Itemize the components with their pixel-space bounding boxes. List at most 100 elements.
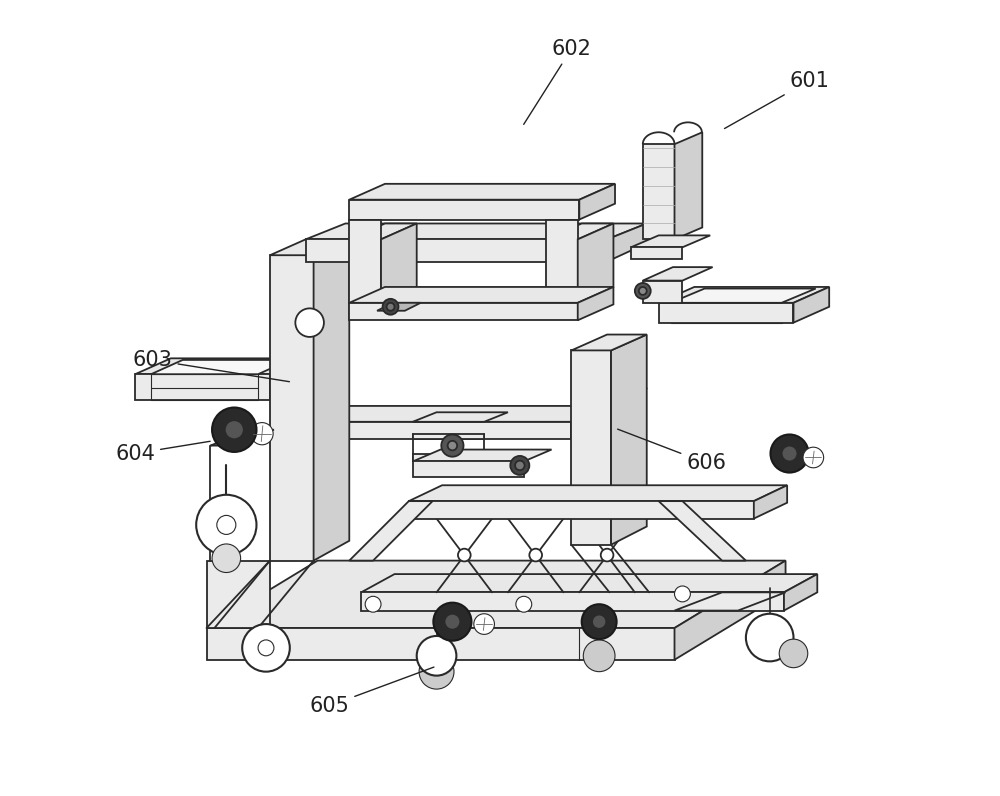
Polygon shape xyxy=(546,224,613,240)
Polygon shape xyxy=(135,358,306,374)
Text: 602: 602 xyxy=(524,39,591,124)
Polygon shape xyxy=(270,256,314,560)
Polygon shape xyxy=(578,287,613,320)
Polygon shape xyxy=(349,200,579,220)
Polygon shape xyxy=(413,434,484,439)
Circle shape xyxy=(212,544,241,572)
Polygon shape xyxy=(671,288,816,302)
Polygon shape xyxy=(413,412,508,422)
Polygon shape xyxy=(675,132,702,240)
Polygon shape xyxy=(349,302,578,320)
Polygon shape xyxy=(270,240,349,256)
Polygon shape xyxy=(571,350,611,544)
Circle shape xyxy=(515,461,525,470)
Circle shape xyxy=(448,441,457,451)
Polygon shape xyxy=(754,486,787,518)
Polygon shape xyxy=(306,224,647,240)
Circle shape xyxy=(444,614,460,630)
Circle shape xyxy=(295,308,324,337)
Polygon shape xyxy=(675,592,786,611)
Circle shape xyxy=(675,586,690,602)
Text: 601: 601 xyxy=(725,71,829,128)
Circle shape xyxy=(258,640,274,656)
Circle shape xyxy=(582,604,617,639)
Circle shape xyxy=(635,283,651,298)
Circle shape xyxy=(365,596,381,612)
Polygon shape xyxy=(413,462,524,478)
Polygon shape xyxy=(611,334,647,544)
Text: 605: 605 xyxy=(310,667,434,716)
Text: 604: 604 xyxy=(115,441,210,463)
Polygon shape xyxy=(571,334,647,350)
Polygon shape xyxy=(270,358,306,400)
Polygon shape xyxy=(210,430,274,446)
Circle shape xyxy=(419,654,454,689)
Polygon shape xyxy=(349,501,433,560)
Circle shape xyxy=(516,596,532,612)
Circle shape xyxy=(196,495,256,555)
Polygon shape xyxy=(579,184,615,220)
Circle shape xyxy=(433,603,471,641)
Polygon shape xyxy=(151,360,290,374)
Polygon shape xyxy=(631,236,710,248)
Polygon shape xyxy=(571,406,611,439)
Circle shape xyxy=(441,435,464,457)
Polygon shape xyxy=(659,302,793,322)
Circle shape xyxy=(529,548,542,561)
Circle shape xyxy=(779,639,808,668)
Circle shape xyxy=(583,640,615,672)
Polygon shape xyxy=(207,560,786,628)
Polygon shape xyxy=(361,592,784,611)
Circle shape xyxy=(242,624,290,672)
Circle shape xyxy=(510,456,529,475)
Polygon shape xyxy=(631,248,682,259)
Polygon shape xyxy=(643,267,713,281)
Circle shape xyxy=(251,423,273,445)
Polygon shape xyxy=(349,220,381,302)
Polygon shape xyxy=(349,287,613,302)
Polygon shape xyxy=(413,450,552,462)
Circle shape xyxy=(383,298,398,314)
Polygon shape xyxy=(413,454,484,462)
Polygon shape xyxy=(207,628,675,660)
Circle shape xyxy=(387,302,395,310)
Circle shape xyxy=(803,447,824,468)
Circle shape xyxy=(592,615,606,629)
Polygon shape xyxy=(659,287,829,302)
Polygon shape xyxy=(793,287,829,322)
Circle shape xyxy=(639,287,647,295)
Circle shape xyxy=(458,548,471,561)
Polygon shape xyxy=(784,574,817,611)
Polygon shape xyxy=(643,281,682,302)
Polygon shape xyxy=(349,184,615,200)
Polygon shape xyxy=(546,220,578,302)
Polygon shape xyxy=(409,486,787,501)
Polygon shape xyxy=(207,560,270,628)
Circle shape xyxy=(770,435,809,473)
Circle shape xyxy=(225,420,244,439)
Circle shape xyxy=(217,515,236,534)
Polygon shape xyxy=(349,224,417,240)
Polygon shape xyxy=(135,374,270,400)
Polygon shape xyxy=(306,422,571,439)
Polygon shape xyxy=(314,240,349,560)
Polygon shape xyxy=(578,224,613,302)
Polygon shape xyxy=(306,406,611,422)
Circle shape xyxy=(782,446,797,462)
Polygon shape xyxy=(607,224,647,262)
Polygon shape xyxy=(377,302,421,310)
Polygon shape xyxy=(659,501,746,560)
Polygon shape xyxy=(409,501,754,518)
Polygon shape xyxy=(643,144,675,240)
Circle shape xyxy=(417,636,456,676)
Circle shape xyxy=(601,548,613,561)
Text: 603: 603 xyxy=(133,350,289,382)
Text: 606: 606 xyxy=(618,429,726,473)
Circle shape xyxy=(212,408,256,452)
Polygon shape xyxy=(381,224,417,302)
Circle shape xyxy=(474,614,494,634)
Circle shape xyxy=(746,614,793,661)
Polygon shape xyxy=(361,574,817,592)
Polygon shape xyxy=(306,240,607,262)
Polygon shape xyxy=(675,560,786,660)
